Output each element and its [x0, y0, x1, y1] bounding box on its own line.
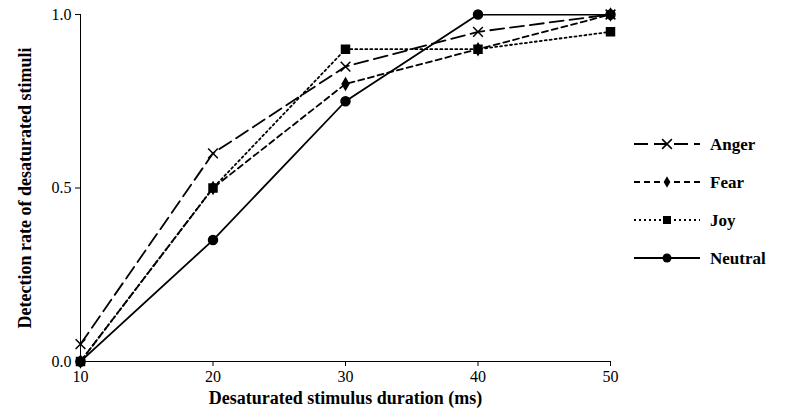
svg-text:Fear: Fear: [710, 172, 744, 191]
svg-text:50: 50: [603, 368, 619, 385]
svg-text:Anger: Anger: [710, 134, 756, 153]
svg-text:0.0: 0.0: [52, 353, 72, 370]
svg-text:1.0: 1.0: [52, 6, 72, 23]
svg-text:20: 20: [205, 368, 221, 385]
svg-text:0.5: 0.5: [52, 179, 72, 196]
svg-text:10: 10: [73, 368, 89, 385]
svg-text:Joy: Joy: [710, 210, 736, 229]
svg-text:Desaturated stimulus duration: Desaturated stimulus duration (ms): [209, 388, 483, 409]
svg-text:30: 30: [338, 368, 354, 385]
svg-text:Neutral: Neutral: [710, 248, 766, 267]
svg-text:Detection rate of desaturated: Detection rate of desaturated stimuli: [15, 48, 35, 329]
svg-text:40: 40: [470, 368, 486, 385]
